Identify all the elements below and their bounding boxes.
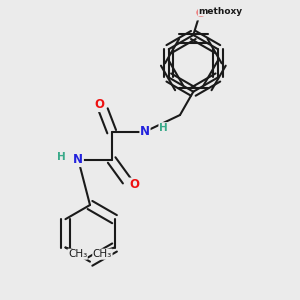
Text: CH₃: CH₃ xyxy=(93,249,112,259)
Text: H: H xyxy=(57,152,66,162)
Text: methoxy: methoxy xyxy=(198,7,242,16)
Text: H: H xyxy=(159,123,168,133)
Text: O: O xyxy=(129,178,139,191)
Text: O: O xyxy=(94,98,104,112)
Text: O: O xyxy=(195,7,205,20)
Text: N: N xyxy=(73,154,83,166)
Text: CH₃: CH₃ xyxy=(68,249,87,259)
Text: N: N xyxy=(140,125,150,138)
